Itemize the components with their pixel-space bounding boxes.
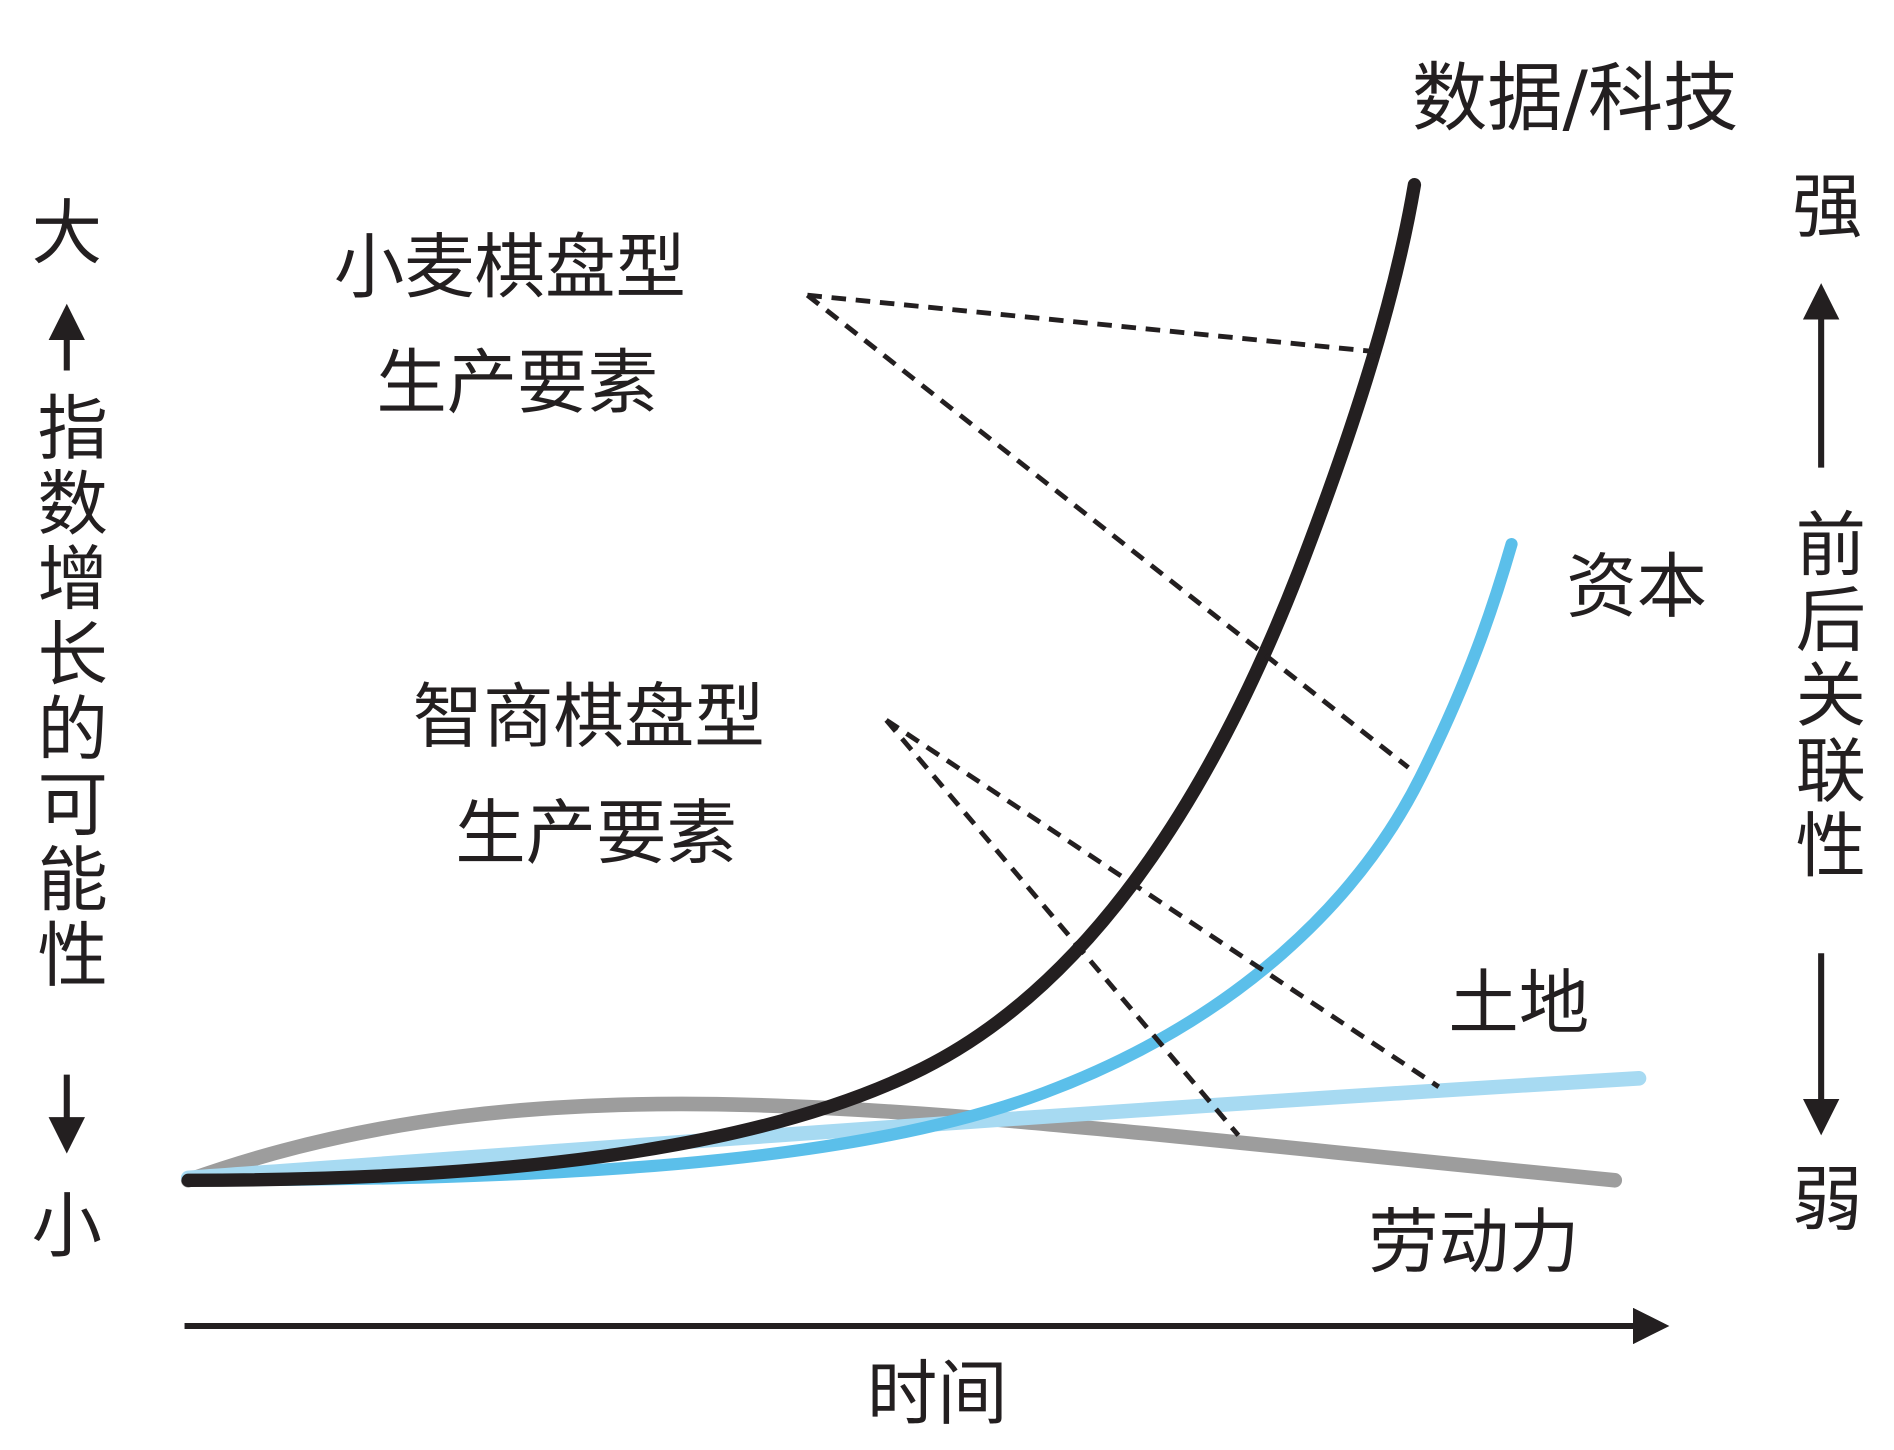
right-axis-label: 前后关联性: [1784, 508, 1866, 884]
left-axis-label: 指数增长的可能性: [26, 391, 108, 993]
annotation-line: 生产要素: [376, 342, 658, 424]
annotation-line: 生产要素: [455, 792, 737, 874]
annotation-line: 智商棋盘型: [413, 676, 765, 758]
left-axis-top: 大: [32, 193, 102, 275]
data-tech-curve: [181, 178, 1422, 1187]
curve-label: 劳动力: [1368, 1201, 1579, 1283]
left-axis-bottom: 小: [32, 1186, 102, 1268]
curve-label: 数据/科技: [1412, 54, 1738, 142]
land-curve: [180, 1071, 1647, 1186]
right-axis-top: 强: [1792, 166, 1862, 248]
pointer-lines: [805, 292, 1441, 1137]
x-axis-label: 时间: [867, 1353, 1008, 1435]
right-axis-bottom: 弱: [1792, 1159, 1862, 1241]
labor-curve: [180, 1096, 1623, 1188]
curve-label: 土地: [1448, 962, 1589, 1044]
capital-curve: [182, 538, 1518, 1187]
annotation-line: 小麦棋盘型: [334, 227, 686, 309]
curve-label: 资本: [1566, 546, 1707, 628]
